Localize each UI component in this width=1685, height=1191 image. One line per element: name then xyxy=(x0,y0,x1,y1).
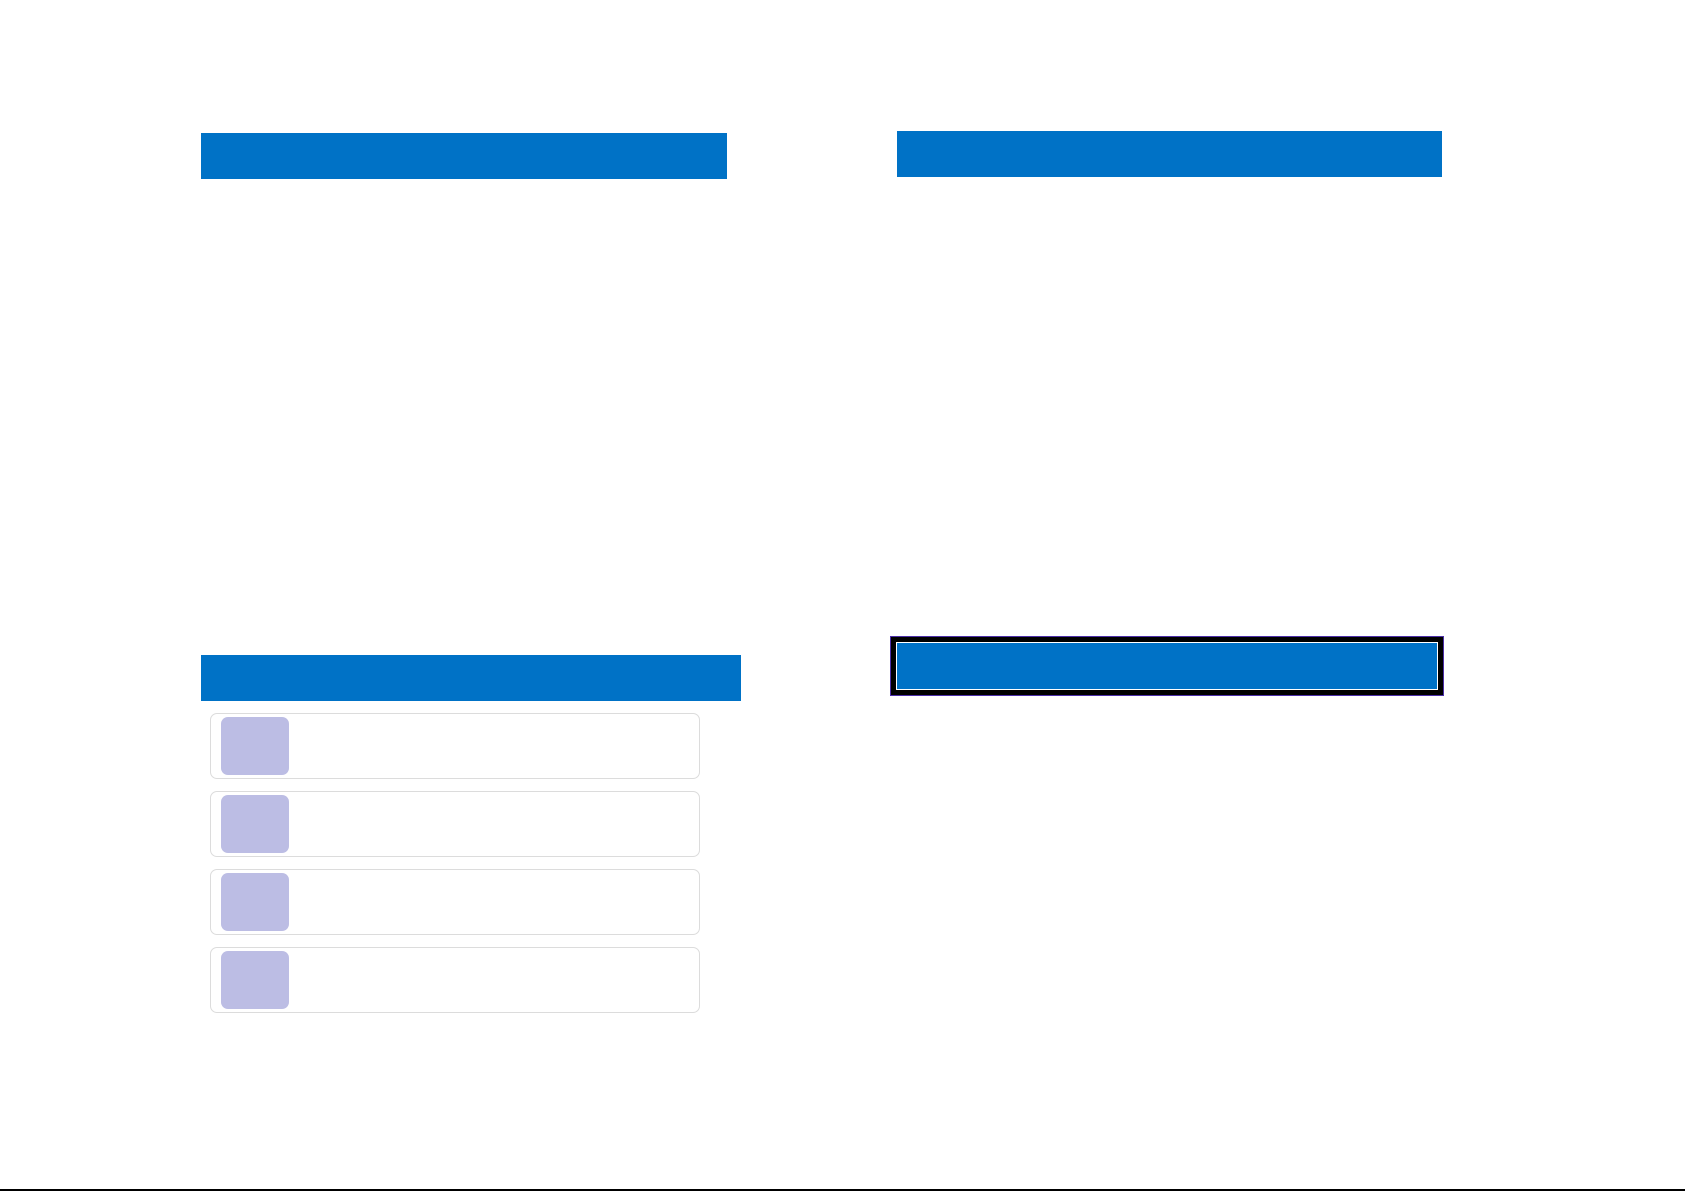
list-item[interactable] xyxy=(210,947,700,1013)
section-header-right-1[interactable] xyxy=(897,131,1442,177)
thumbnail-placeholder-icon xyxy=(221,873,289,931)
right-column xyxy=(897,0,1427,1191)
bottom-divider xyxy=(0,1189,1685,1191)
thumbnail-placeholder-icon xyxy=(221,717,289,775)
list-item[interactable] xyxy=(210,869,700,935)
placeholder-card-list xyxy=(210,713,700,1025)
section-header-right-2-focused[interactable] xyxy=(897,643,1437,689)
thumbnail-placeholder-icon xyxy=(221,951,289,1009)
list-item[interactable] xyxy=(210,791,700,857)
thumbnail-placeholder-icon xyxy=(221,795,289,853)
list-item[interactable] xyxy=(210,713,700,779)
section-header-left-2[interactable] xyxy=(201,655,741,701)
section-header-left-1[interactable] xyxy=(201,133,727,179)
